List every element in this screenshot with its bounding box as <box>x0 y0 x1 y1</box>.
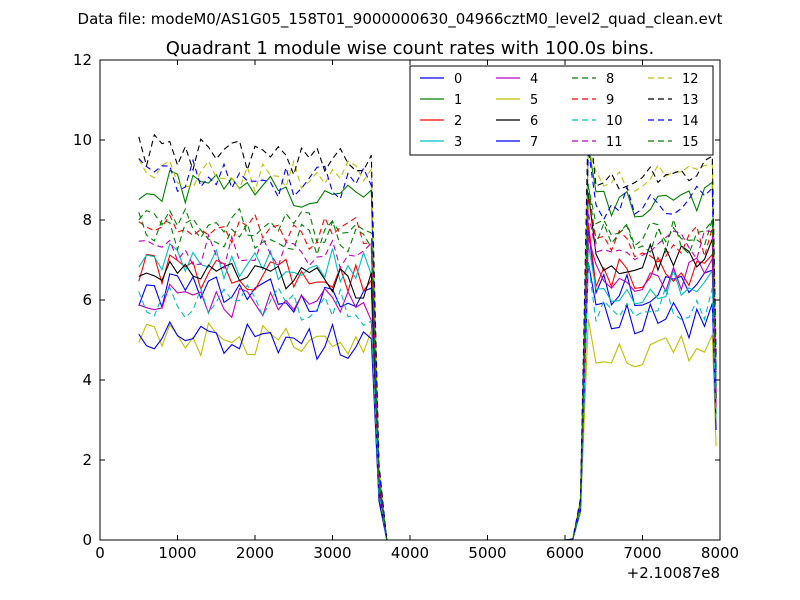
legend-label: 8 <box>606 72 614 87</box>
legend-label: 1 <box>454 93 462 108</box>
series-line-2 <box>138 222 717 540</box>
legend-label: 4 <box>530 72 538 87</box>
y-tick-label: 8 <box>82 211 92 229</box>
series-layer <box>138 111 717 540</box>
x-offset-label: +2.10087e8 <box>627 564 720 582</box>
series-line-12 <box>138 149 717 540</box>
series-line-7 <box>138 262 717 540</box>
legend-label: 9 <box>606 93 614 108</box>
series-line-11 <box>138 212 717 540</box>
y-tick-label: 12 <box>73 51 92 69</box>
legend-label: 7 <box>530 135 538 150</box>
y-tick-label: 2 <box>82 451 92 469</box>
legend-label: 15 <box>682 135 699 150</box>
series-line-14 <box>138 148 717 540</box>
series-line-9 <box>138 197 717 540</box>
legend-label: 11 <box>606 135 623 150</box>
chart-title: Quadrant 1 module wise count rates with … <box>166 38 655 59</box>
series-line-6 <box>138 192 717 540</box>
x-tick-label: 3000 <box>313 544 351 562</box>
x-tick-label: 0 <box>95 544 105 562</box>
y-tick-label: 0 <box>82 531 92 549</box>
legend-label: 3 <box>454 135 462 150</box>
y-tick-label: 6 <box>82 291 92 309</box>
series-line-13 <box>138 111 717 540</box>
x-tick-label: 2000 <box>236 544 274 562</box>
series-line-5 <box>138 319 717 540</box>
x-tick-label: 5000 <box>468 544 506 562</box>
x-tick-label: 6000 <box>546 544 584 562</box>
legend-label: 0 <box>454 72 462 87</box>
y-tick-label: 10 <box>73 131 92 149</box>
legend-label: 2 <box>454 114 462 129</box>
axis-ticks: 0 1000 2000 3000 4000 5000 6000 7000 80000246810… <box>73 51 739 562</box>
series-line-1 <box>138 145 717 540</box>
series-line-15 <box>138 186 717 540</box>
series-line-0 <box>138 227 717 540</box>
x-tick-label: 1000 <box>158 544 196 562</box>
series-line-3 <box>138 242 717 540</box>
x-tick-label: 4000 <box>391 544 429 562</box>
legend-label: 6 <box>530 114 538 129</box>
series-line-4 <box>138 237 717 540</box>
series-line-10 <box>138 262 717 540</box>
legend-label: 5 <box>530 93 538 108</box>
legend-label: 13 <box>682 93 699 108</box>
legend-box <box>409 65 714 156</box>
legend-label: 10 <box>606 114 623 129</box>
series-line-8 <box>138 183 717 540</box>
legend-label: 14 <box>682 114 699 129</box>
data-file-title: Data file: modeM0/AS1G05_158T01_90000006… <box>78 10 723 29</box>
x-tick-label: 7000 <box>623 544 661 562</box>
y-tick-label: 4 <box>82 371 92 389</box>
x-tick-label: 8000 <box>701 544 739 562</box>
legend-label: 12 <box>682 72 699 87</box>
